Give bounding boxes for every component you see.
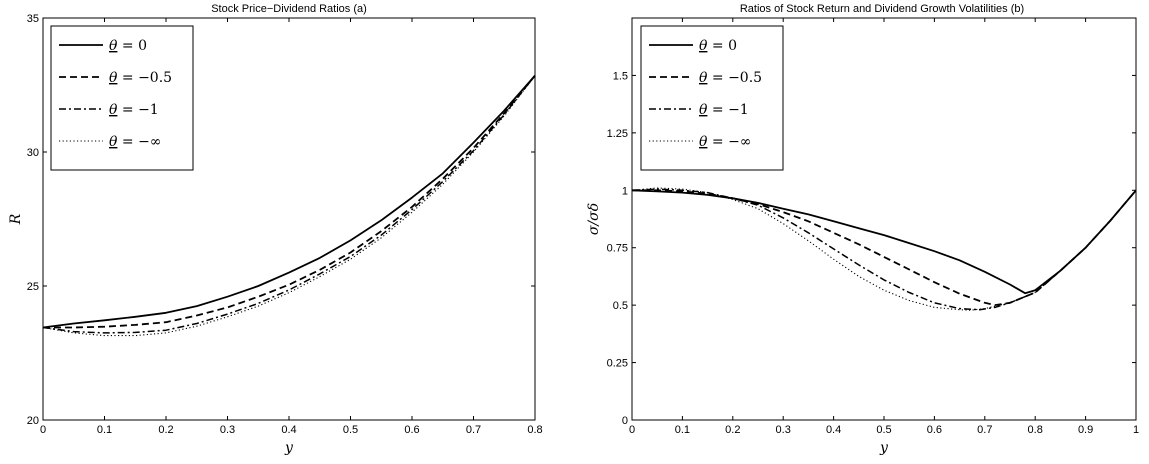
chart-b-xlabel: y <box>879 440 889 456</box>
chart-a-xtick-label: 0.7 <box>466 424 481 436</box>
chart-b-legend-label: θ = −0.5 <box>699 70 762 86</box>
chart-b-ytick-label: 0 <box>622 415 628 427</box>
chart-b-xtick-label: 0.9 <box>1078 424 1093 436</box>
chart-a-ytick-label: 30 <box>27 147 39 159</box>
chart-a-series-line-2 <box>42 75 536 334</box>
chart-b-series-line-2 <box>631 188 1137 311</box>
chart-a-xtick-label: 0 <box>40 424 46 436</box>
chart-a-xtick-label: 0.8 <box>527 424 542 436</box>
chart-b-frame <box>631 17 1137 421</box>
chart-a-ylabel: R <box>8 213 24 225</box>
chart-a-ytick-label: 35 <box>27 13 39 25</box>
chart-b-ytick-label: 0.75 <box>607 243 628 255</box>
chart-b-ytick-label: 0.25 <box>607 358 628 370</box>
chart-b-legend-label: θ = −∞ <box>699 134 751 150</box>
chart-a-ytick-label: 20 <box>27 415 39 427</box>
chart-b-legend-label: θ = −1 <box>699 102 749 118</box>
chart-a-title: Stock Price−Dividend Ratios (a) <box>211 3 367 15</box>
chart-b-xtick-label: 0.3 <box>776 424 791 436</box>
chart-a-ticks: 0 0.1 0.2 0.3 0.4 0.5 0.6 0.7 0.8 20 25 30 35 <box>27 13 543 436</box>
chart-b-ticks: 0 0.1 0.2 0.3 0.4 0.5 0.6 0.7 0.8 0.9 1 0 0.25 0.5 0.7… <box>607 18 1139 436</box>
chart-b-ytick-label: 0.5 <box>613 300 628 312</box>
chart-b-series-line-3 <box>631 187 1137 311</box>
chart-a-xtick-label: 0.2 <box>158 424 173 436</box>
chart-a-xtick-label: 0.3 <box>220 424 235 436</box>
chart-a-legend-box <box>50 25 194 171</box>
chart-b-series <box>631 187 1137 311</box>
chart-a-series <box>42 75 536 337</box>
chart-a-xtick-label: 0.5 <box>343 424 358 436</box>
chart-b-ytick-label: 1.25 <box>607 128 628 140</box>
chart-b-xtick-label: 0.2 <box>725 424 740 436</box>
chart-a-xtick-label: 0.4 <box>281 424 296 436</box>
chart-b-xtick-label: 0.8 <box>1028 424 1043 436</box>
chart-b-xtick-label: 1 <box>1133 424 1139 436</box>
chart-a-series-line-0 <box>42 75 536 329</box>
chart-b-xtick-label: 0.7 <box>977 424 992 436</box>
chart-b-legend: θ = 0 θ = −0.5 θ = −1 θ = −∞ <box>640 25 784 171</box>
chart-b-ytick-label: 1.5 <box>613 70 628 82</box>
chart-b-legend-label: θ = 0 <box>699 38 737 54</box>
chart-a-frame <box>42 17 536 421</box>
chart-a-legend-label: θ = −0.5 <box>109 70 172 86</box>
chart-a-ytick-label: 25 <box>27 281 39 293</box>
chart-b-xtick-label: 0.1 <box>675 424 690 436</box>
chart-b-series-line-0 <box>631 189 1137 295</box>
chart-b-xtick-label: 0.6 <box>927 424 942 436</box>
chart-b-ytick-label: 1 <box>622 185 628 197</box>
chart-a-legend: θ = 0 θ = −0.5 θ = −1 θ = −∞ <box>50 25 194 171</box>
chart-a-series-line-3 <box>42 75 536 337</box>
chart-b-xtick-label: 0.5 <box>876 424 891 436</box>
chart-a-legend-label: θ = −∞ <box>109 134 161 150</box>
chart-a-series-line-1 <box>43 75 536 329</box>
chart-panel-b: Ratios of Stock Return and Dividend Grow… <box>586 3 1139 456</box>
chart-a-legend-label: θ = 0 <box>109 38 147 54</box>
chart-a-xtick-label: 0.1 <box>97 424 112 436</box>
chart-a-legend-label: θ = −1 <box>109 102 159 118</box>
chart-a-xtick-label: 0.6 <box>404 424 419 436</box>
chart-b-ylabel: σ/σδ <box>586 203 602 235</box>
chart-b-legend-box <box>640 25 784 171</box>
chart-b-title: Ratios of Stock Return and Dividend Grow… <box>740 3 1024 15</box>
chart-a-xlabel: y <box>284 440 294 456</box>
chart-b-xtick-label: 0.4 <box>826 424 841 436</box>
chart-panel-a: Stock Price−Dividend Ratios (a) 0 0.1 0.2 0… <box>8 3 543 456</box>
chart-b-xtick-label: 0 <box>629 424 635 436</box>
chart-b-series-line-1 <box>632 189 1137 307</box>
